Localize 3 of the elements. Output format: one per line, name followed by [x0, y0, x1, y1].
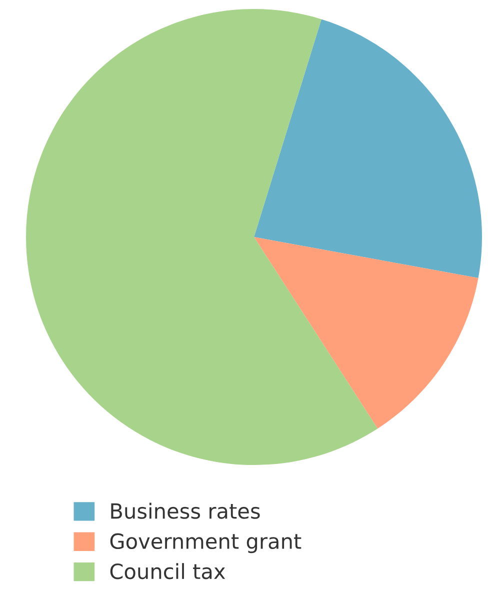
legend-label: Government grant	[110, 533, 302, 554]
legend-label: Business rates	[111, 502, 260, 519]
legend-label: Council tax	[110, 563, 226, 580]
